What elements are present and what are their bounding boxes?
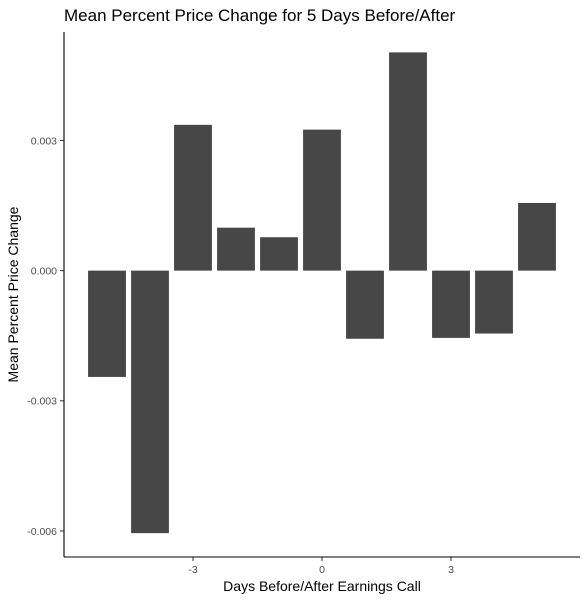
bar-day-5 [518, 202, 556, 271]
bar-day--3 [174, 124, 212, 271]
y-axis-title: Mean Percent Price Change [5, 206, 21, 382]
x-axis-title: Days Before/After Earnings Call [223, 578, 421, 594]
chart-title: Mean Percent Price Change for 5 Days Bef… [64, 6, 456, 25]
bar-day--2 [217, 227, 255, 271]
x-tick-label: 3 [448, 564, 454, 576]
y-axis-ticks: -0.006 -0.003 0.000 0.003 [27, 135, 64, 538]
y-tick-label: -0.003 [27, 396, 57, 408]
x-axis-ticks: -3 0 3 [188, 557, 454, 576]
bar-day-0 [303, 129, 341, 271]
y-tick-label: 0.000 [31, 265, 57, 277]
bar-day-4 [475, 270, 513, 334]
y-tick-label: 0.003 [31, 135, 57, 147]
bar-day--5 [88, 270, 126, 377]
bar-day-2 [389, 52, 427, 271]
bar-day-1 [346, 270, 384, 339]
y-tick-label: -0.006 [27, 526, 57, 538]
bar-day--1 [260, 237, 298, 271]
x-tick-label: 0 [319, 564, 325, 576]
bar-day-3 [432, 270, 470, 338]
bar-day--4 [131, 270, 169, 534]
bars-layer [88, 52, 556, 534]
x-tick-label: -3 [188, 564, 197, 576]
